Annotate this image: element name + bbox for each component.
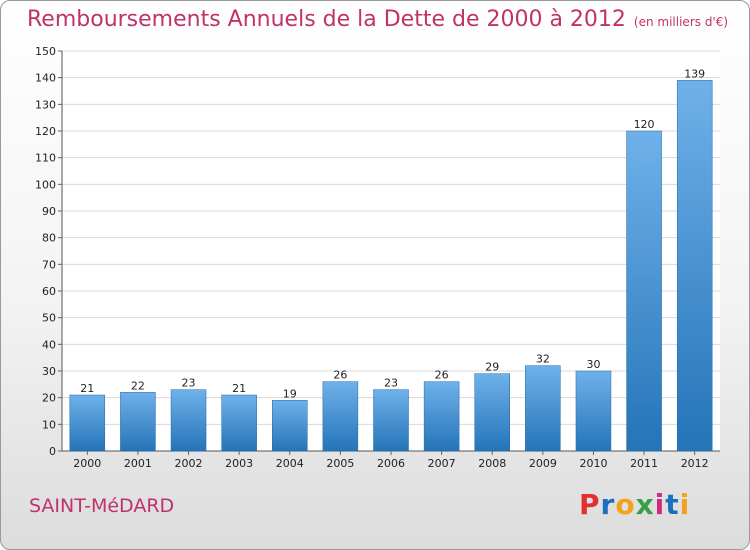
bar-2008 — [474, 373, 510, 452]
proxiti-logo: Proxiti — [579, 488, 690, 521]
brand-letter: i — [679, 488, 691, 521]
value-label-2011: 120 — [634, 118, 655, 131]
x-tick-label-2001: 2001 — [124, 457, 152, 470]
bar-2002 — [170, 389, 207, 452]
y-tick-label: 30 — [42, 365, 56, 378]
value-label-2002: 23 — [182, 377, 196, 390]
x-tick-label-2009: 2009 — [529, 457, 557, 470]
chart-unit-note: (en milliers d'€) — [633, 15, 729, 29]
brand-letter: r — [600, 488, 616, 521]
x-tick-label-2000: 2000 — [73, 457, 101, 470]
brand-letter: t — [665, 488, 680, 521]
x-tick-label-2004: 2004 — [276, 457, 304, 470]
y-tick-label: 150 — [35, 45, 56, 58]
bar-2007 — [423, 381, 460, 452]
y-tick-label: 110 — [35, 152, 56, 165]
y-tick-label: 70 — [42, 258, 56, 271]
x-tick-label-2007: 2007 — [428, 457, 456, 470]
bar-2011 — [626, 130, 662, 452]
bar-2003 — [221, 394, 257, 452]
brand-letter: o — [615, 488, 636, 521]
y-tick-label: 80 — [42, 232, 56, 245]
value-label-2009: 32 — [536, 353, 550, 366]
y-tick-label: 10 — [42, 418, 56, 431]
value-label-2001: 22 — [131, 379, 145, 392]
value-label-2007: 26 — [435, 369, 449, 382]
value-label-2006: 23 — [384, 377, 398, 390]
x-tick-label-2008: 2008 — [478, 457, 506, 470]
x-tick-label-2005: 2005 — [326, 457, 354, 470]
chart-title: Remboursements Annuels de la Dette de 20… — [27, 7, 728, 32]
x-tick-label-2003: 2003 — [225, 457, 253, 470]
x-tick-label-2006: 2006 — [377, 457, 405, 470]
y-tick-label: 100 — [35, 178, 56, 191]
value-label-2003: 21 — [232, 382, 246, 395]
town-name: SAINT-MéDARD — [29, 495, 175, 517]
y-tick-label: 120 — [35, 125, 56, 138]
y-tick-label: 20 — [42, 392, 56, 405]
y-tick-label: 60 — [42, 285, 56, 298]
bar-2000 — [69, 394, 106, 452]
y-tick-label: 40 — [42, 338, 56, 351]
bar-2010 — [575, 370, 612, 452]
brand-letter: i — [654, 488, 666, 521]
value-label-2000: 21 — [80, 382, 94, 395]
x-tick-label-2011: 2011 — [630, 457, 658, 470]
value-label-2010: 30 — [586, 358, 600, 371]
brand-letter: x — [635, 488, 655, 521]
y-tick-label: 50 — [42, 312, 56, 325]
brand-letter: P — [579, 488, 601, 521]
value-label-2004: 19 — [283, 387, 297, 400]
x-tick-label-2012: 2012 — [681, 457, 709, 470]
y-tick-label: 130 — [35, 98, 56, 111]
y-tick-label: 140 — [35, 72, 56, 85]
x-tick-label-2010: 2010 — [579, 457, 607, 470]
bar-2006 — [373, 389, 409, 452]
chart-title-text: Remboursements Annuels de la Dette de 20… — [27, 7, 626, 32]
value-label-2012: 139 — [684, 67, 705, 80]
bar-2009 — [525, 365, 561, 452]
bar-2012 — [676, 80, 713, 452]
y-tick-label: 0 — [49, 445, 56, 458]
y-tick-label: 90 — [42, 205, 56, 218]
bar-2005 — [322, 381, 359, 452]
value-label-2008: 29 — [485, 361, 499, 374]
x-tick-label-2002: 2002 — [175, 457, 203, 470]
bar-2004 — [272, 400, 308, 452]
bar-2001 — [120, 392, 156, 452]
value-label-2005: 26 — [333, 369, 347, 382]
